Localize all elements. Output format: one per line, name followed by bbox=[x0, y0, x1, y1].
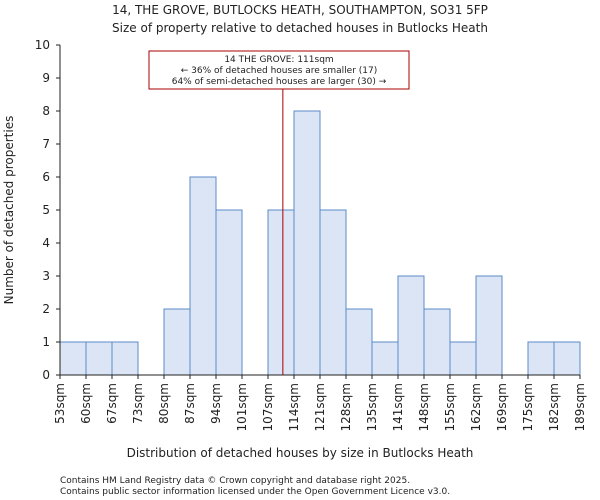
y-ticks-group: 0 1 2 3 4 5 6 7 8 9 10 bbox=[35, 38, 60, 382]
bar-182sqm bbox=[553, 341, 581, 376]
x-axis-label: Distribution of detached houses by size … bbox=[127, 446, 474, 460]
footer-line-1: Contains HM Land Registry data © Crown c… bbox=[60, 476, 410, 486]
bar-87sqm bbox=[189, 176, 217, 376]
y-tick-label: 4 bbox=[42, 236, 50, 250]
x-ticks-group: 53sqm 60sqm 67sqm 73sqm 80sqm 87sqm 94sqm 101sq… bbox=[53, 375, 587, 431]
x-tick-label: 53sqm bbox=[53, 383, 67, 424]
x-tick-label: 101sqm bbox=[235, 383, 249, 431]
bars-group bbox=[59, 110, 581, 376]
y-tick-label: 10 bbox=[35, 38, 50, 52]
x-tick-label: 114sqm bbox=[287, 383, 301, 431]
bar-67sqm bbox=[111, 341, 139, 376]
y-axis-label: Number of detached properties bbox=[2, 116, 16, 305]
y-tick-label: 0 bbox=[42, 368, 50, 382]
footer-line-2: Contains public sector information licen… bbox=[60, 487, 450, 497]
y-tick-label: 2 bbox=[42, 302, 50, 316]
y-tick-label: 5 bbox=[42, 203, 50, 217]
x-tick-label: 67sqm bbox=[105, 383, 119, 424]
x-tick-label: 162sqm bbox=[469, 383, 483, 431]
x-tick-label: 141sqm bbox=[391, 383, 405, 431]
chart-subtitle: Size of property relative to detached ho… bbox=[112, 21, 488, 35]
x-tick-label: 128sqm bbox=[339, 383, 353, 431]
x-tick-label: 148sqm bbox=[417, 383, 431, 431]
x-tick-label: 87sqm bbox=[183, 383, 197, 424]
x-tick-label: 189sqm bbox=[573, 383, 587, 431]
chart-title: 14, THE GROVE, BUTLOCKS HEATH, SOUTHAMPT… bbox=[112, 3, 488, 17]
x-tick-label: 169sqm bbox=[495, 383, 509, 431]
y-tick-label: 3 bbox=[42, 269, 50, 283]
annotation-line-3: 64% of semi-detached houses are larger (… bbox=[172, 77, 387, 87]
y-tick-label: 9 bbox=[42, 71, 50, 85]
bar-60sqm bbox=[85, 341, 113, 376]
x-tick-label: 80sqm bbox=[157, 383, 171, 424]
bar-114sqm bbox=[293, 110, 321, 376]
bar-141sqm bbox=[397, 275, 425, 376]
y-tick-label: 7 bbox=[42, 137, 50, 151]
y-tick-label: 8 bbox=[42, 104, 50, 118]
annotation-box bbox=[148, 50, 410, 90]
x-tick-label: 107sqm bbox=[261, 383, 275, 431]
x-tick-label: 155sqm bbox=[443, 383, 457, 431]
bar-53sqm bbox=[59, 341, 87, 376]
x-tick-label: 60sqm bbox=[79, 383, 93, 424]
bar-135sqm bbox=[371, 341, 399, 376]
y-tick-label: 6 bbox=[42, 170, 50, 184]
x-tick-label: 73sqm bbox=[131, 383, 145, 424]
x-tick-label: 135sqm bbox=[365, 383, 379, 431]
x-tick-label: 175sqm bbox=[521, 383, 535, 431]
bar-94sqm bbox=[215, 209, 243, 376]
annotation-line-2: ← 36% of detached houses are smaller (17… bbox=[181, 66, 378, 76]
bar-80sqm bbox=[163, 308, 191, 376]
bar-107sqm bbox=[267, 209, 295, 376]
x-tick-label: 94sqm bbox=[209, 383, 223, 424]
bar-175sqm bbox=[527, 341, 555, 376]
x-tick-label: 121sqm bbox=[313, 383, 327, 431]
bar-162sqm bbox=[475, 275, 503, 376]
bar-121sqm bbox=[319, 209, 347, 376]
y-tick-label: 1 bbox=[42, 335, 50, 349]
bar-155sqm bbox=[449, 341, 477, 376]
annotation-line-1: 14 THE GROVE: 111sqm bbox=[224, 55, 333, 65]
bar-128sqm bbox=[345, 308, 373, 376]
bar-148sqm bbox=[423, 308, 451, 376]
x-tick-label: 182sqm bbox=[547, 383, 561, 431]
